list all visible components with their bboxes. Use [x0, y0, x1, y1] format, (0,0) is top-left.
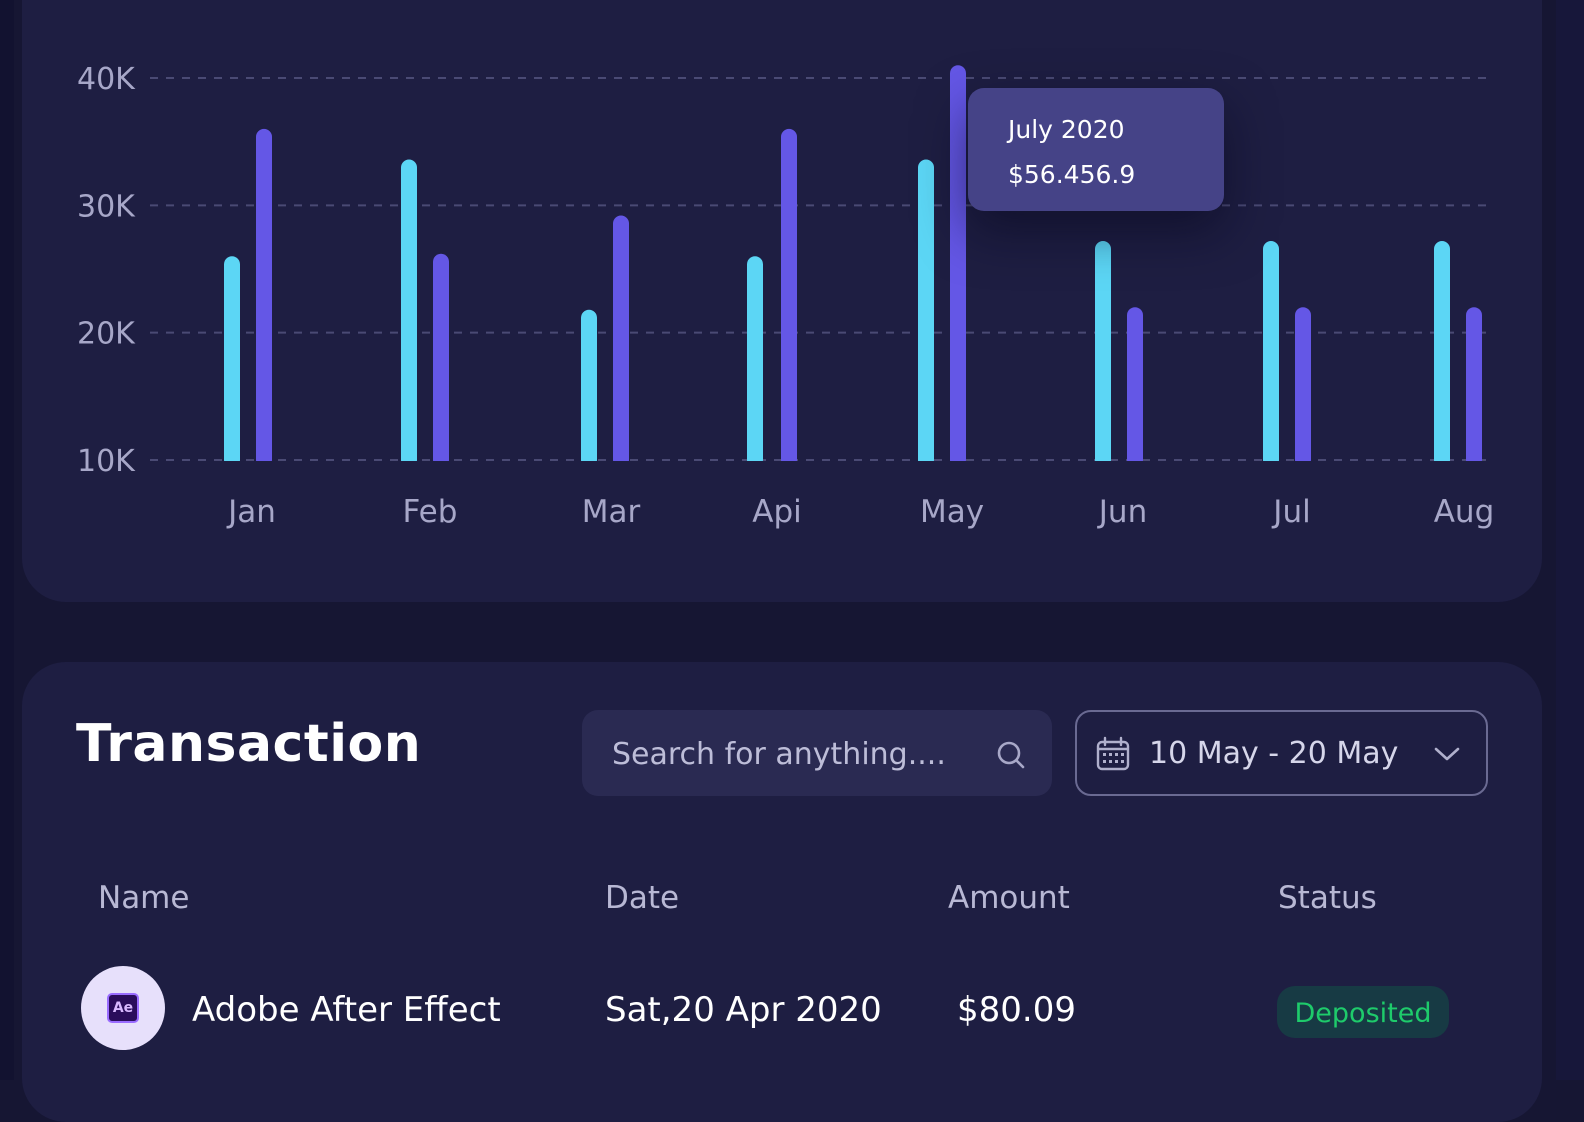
x-tick-label: May — [920, 494, 984, 530]
search-icon[interactable] — [994, 738, 1028, 772]
bar-jan-series-2[interactable] — [256, 128, 272, 468]
calendar-icon — [1096, 736, 1130, 771]
bar-feb-series-2[interactable] — [433, 253, 449, 468]
bar-mar-series-2[interactable] — [613, 215, 629, 468]
y-tick-label: 10K — [77, 444, 136, 479]
revenue-chart-card: 40K 30K 20K 10K Jan Feb Mar Api May Jun Jul Aug — [22, 0, 1542, 602]
bar-jun-series-2[interactable] — [1127, 307, 1143, 468]
column-header-amount[interactable]: Amount — [948, 880, 1070, 916]
column-header-name[interactable]: Name — [98, 880, 190, 916]
transaction-date: Sat,20 Apr 2020 — [605, 990, 882, 1030]
bar-feb-series-1[interactable] — [401, 159, 417, 468]
bar-aug-series-2[interactable] — [1466, 307, 1482, 468]
bar-api-series-1[interactable] — [747, 256, 763, 468]
left-edge — [0, 0, 14, 1080]
x-tick-label: Jun — [1097, 494, 1147, 530]
y-tick-label: 40K — [77, 62, 136, 97]
bar-jul-series-1[interactable] — [1263, 240, 1279, 468]
bar-may-series-2[interactable] — [950, 65, 966, 469]
chart-tooltip: July 2020 $56.456.9 — [968, 88, 1224, 211]
bar-jun-series-1[interactable] — [1095, 240, 1111, 468]
transactions-title: Transaction — [76, 714, 422, 774]
y-tick-label: 20K — [77, 317, 136, 352]
tooltip-title: July 2020 — [1008, 115, 1125, 144]
search-box — [582, 710, 1052, 796]
x-tick-label: Mar — [582, 494, 641, 530]
x-tick-label: Aug — [1434, 494, 1495, 530]
tooltip-value: $56.456.9 — [1008, 160, 1136, 189]
after-effects-logo: Ae — [107, 993, 139, 1023]
baseline-mask — [140, 461, 1500, 473]
status-badge: Deposited — [1277, 986, 1449, 1038]
column-header-date[interactable]: Date — [605, 880, 680, 916]
x-tick-label: Jul — [1271, 494, 1310, 530]
bar-aug-series-1[interactable] — [1434, 240, 1450, 468]
date-range-picker[interactable]: 10 May - 20 May — [1075, 710, 1488, 796]
bar-chart: 40K 30K 20K 10K Jan Feb Mar Api May Jun Jul Aug — [77, 62, 1500, 530]
bar-jan-series-1[interactable] — [224, 256, 240, 468]
transaction-name: Adobe After Effect — [192, 990, 501, 1030]
column-header-status[interactable]: Status — [1278, 880, 1377, 916]
x-tick-label: Feb — [403, 494, 458, 530]
transaction-amount: $80.09 — [957, 990, 1076, 1030]
y-tick-label: 30K — [77, 189, 136, 224]
bar-mar-series-1[interactable] — [581, 309, 597, 468]
bar-jul-series-2[interactable] — [1295, 307, 1311, 468]
x-tick-label: Api — [752, 494, 802, 530]
date-range-label: 10 May - 20 May — [1149, 736, 1399, 771]
search-input[interactable] — [610, 732, 994, 776]
right-edge — [1556, 0, 1584, 1080]
avatar: Ae — [81, 966, 165, 1050]
bar-api-series-2[interactable] — [781, 128, 797, 468]
bar-may-series-1[interactable] — [918, 159, 934, 468]
x-tick-label: Jan — [226, 494, 276, 530]
chevron-down-icon[interactable] — [1433, 744, 1461, 764]
